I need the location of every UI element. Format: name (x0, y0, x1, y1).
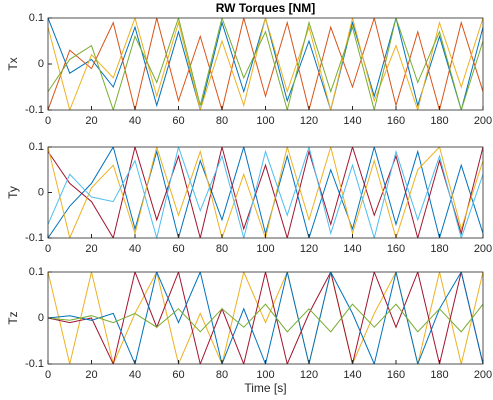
x-tick-label: 140 (343, 115, 361, 127)
x-tick-label: 100 (256, 115, 274, 127)
plot-area (48, 147, 483, 238)
y-tick-label: 0 (38, 58, 44, 70)
x-tick-label: 80 (216, 115, 228, 127)
x-tick-label: 0 (45, 369, 51, 381)
series-line (48, 18, 483, 110)
y-tick-label: 0 (38, 312, 44, 324)
lines (48, 272, 483, 364)
y-tick-label: 0.1 (29, 12, 44, 24)
x-tick-label: 40 (129, 243, 141, 255)
plot-area (48, 272, 483, 364)
series-line (48, 147, 483, 238)
x-tick-label: 160 (387, 115, 405, 127)
x-tick-label: 100 (256, 243, 274, 255)
x-tick-label: 160 (387, 369, 405, 381)
x-tick-label: 60 (172, 369, 184, 381)
x-tick-label: 20 (85, 243, 97, 255)
series-line (48, 303, 483, 333)
series-line (48, 18, 483, 110)
x-tick-label: 60 (172, 115, 184, 127)
x-tick-label: 180 (430, 243, 448, 255)
y-axis-label: Tz (6, 311, 20, 324)
y-tick-label: 0.1 (29, 266, 44, 278)
x-tick-label: 20 (85, 369, 97, 381)
chart-title: RW Torques [NM] (216, 1, 316, 15)
x-tick-label: 120 (300, 243, 318, 255)
x-tick-label: 160 (387, 243, 405, 255)
x-tick-label: 40 (129, 115, 141, 127)
y-tick-label: -0.1 (25, 232, 44, 244)
series-line (48, 18, 483, 110)
y-tick-label: 0.1 (29, 141, 44, 153)
x-tick-label: 0 (45, 115, 51, 127)
x-tick-label: 100 (256, 369, 274, 381)
x-tick-label: 180 (430, 115, 448, 127)
x-tick-label: 0 (45, 243, 51, 255)
series-line (48, 18, 483, 110)
x-tick-label: 140 (343, 243, 361, 255)
x-tick-label: 200 (474, 243, 492, 255)
y-tick-label: -0.1 (25, 358, 44, 370)
y-axis-label: Ty (6, 186, 20, 199)
lines (48, 18, 483, 110)
y-tick-label: 0 (38, 186, 44, 198)
x-tick-label: 80 (216, 369, 228, 381)
y-axis-label: Tx (6, 57, 20, 70)
series-line (48, 147, 483, 238)
x-tick-label: 200 (474, 115, 492, 127)
x-tick-label: 200 (474, 369, 492, 381)
x-axis-label: Time [s] (244, 381, 286, 395)
x-tick-label: 140 (343, 369, 361, 381)
y-tick-label: -0.1 (25, 104, 44, 116)
x-tick-label: 20 (85, 115, 97, 127)
x-tick-label: 80 (216, 243, 228, 255)
x-tick-label: 180 (430, 369, 448, 381)
series-line (48, 147, 483, 238)
x-tick-label: 120 (300, 369, 318, 381)
series-line (48, 272, 483, 364)
x-tick-label: 40 (129, 369, 141, 381)
x-tick-label: 120 (300, 115, 318, 127)
x-tick-label: 60 (172, 243, 184, 255)
lines (48, 147, 483, 238)
series-line (48, 272, 483, 364)
